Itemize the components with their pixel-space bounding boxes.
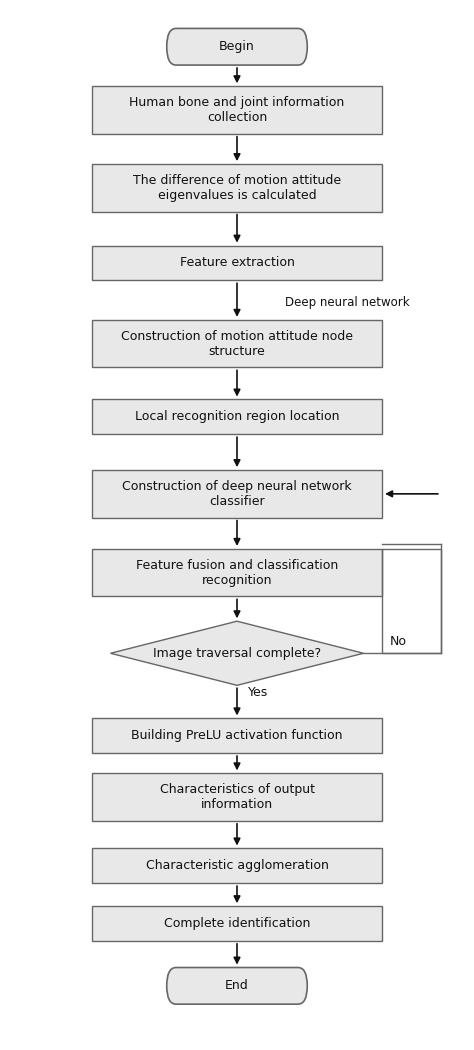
FancyBboxPatch shape xyxy=(92,773,382,821)
Text: Complete identification: Complete identification xyxy=(164,917,310,930)
Text: Human bone and joint information
collection: Human bone and joint information collect… xyxy=(129,96,345,124)
FancyBboxPatch shape xyxy=(92,848,382,883)
FancyBboxPatch shape xyxy=(92,246,382,280)
Text: Building PreLU activation function: Building PreLU activation function xyxy=(131,729,343,742)
Text: Feature fusion and classification
recognition: Feature fusion and classification recogn… xyxy=(136,559,338,587)
FancyBboxPatch shape xyxy=(167,967,307,1004)
Text: Image traversal complete?: Image traversal complete? xyxy=(153,647,321,659)
FancyBboxPatch shape xyxy=(92,399,382,435)
Text: Construction of deep neural network
classifier: Construction of deep neural network clas… xyxy=(122,480,352,508)
FancyBboxPatch shape xyxy=(92,906,382,941)
Text: Begin: Begin xyxy=(219,40,255,54)
Text: The difference of motion attitude
eigenvalues is calculated: The difference of motion attitude eigenv… xyxy=(133,174,341,202)
Text: Characteristics of output
information: Characteristics of output information xyxy=(159,783,315,811)
Text: Deep neural network: Deep neural network xyxy=(285,296,410,309)
Text: Yes: Yes xyxy=(248,686,268,699)
FancyBboxPatch shape xyxy=(92,549,382,596)
FancyBboxPatch shape xyxy=(92,470,382,518)
Text: Feature extraction: Feature extraction xyxy=(180,256,294,270)
FancyBboxPatch shape xyxy=(167,28,307,65)
Bar xyxy=(382,549,441,653)
Text: End: End xyxy=(225,980,249,992)
FancyBboxPatch shape xyxy=(92,320,382,368)
Text: Local recognition region location: Local recognition region location xyxy=(135,411,339,423)
FancyBboxPatch shape xyxy=(92,86,382,133)
FancyBboxPatch shape xyxy=(92,718,382,753)
Text: No: No xyxy=(390,635,407,648)
Polygon shape xyxy=(110,622,364,686)
Text: Construction of motion attitude node
structure: Construction of motion attitude node str… xyxy=(121,330,353,358)
Text: Characteristic agglomeration: Characteristic agglomeration xyxy=(146,859,328,873)
FancyBboxPatch shape xyxy=(92,164,382,212)
